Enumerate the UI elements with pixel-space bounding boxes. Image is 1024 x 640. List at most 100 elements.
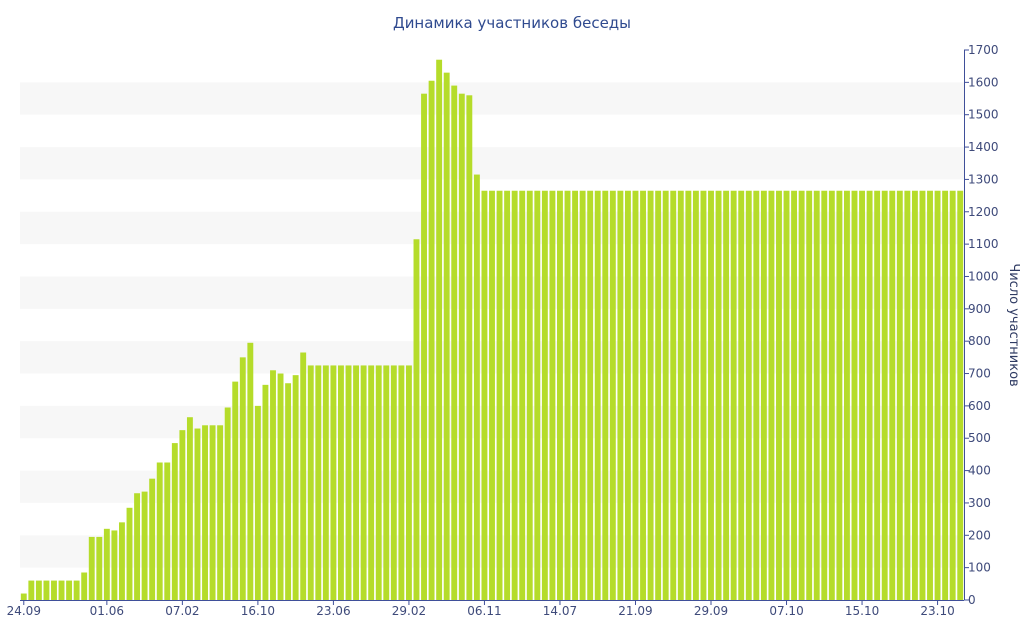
bar [851, 190, 858, 601]
bar [760, 190, 767, 601]
bar [194, 428, 201, 600]
bar [602, 190, 609, 601]
bar [655, 190, 662, 601]
bar [375, 365, 382, 600]
bar [685, 190, 692, 601]
x-tick-label: 15.10 [845, 604, 879, 618]
grid-band [20, 147, 964, 180]
bar [632, 190, 639, 601]
bar [624, 190, 631, 601]
y-tick-label: 800 [968, 334, 991, 348]
bar [66, 580, 73, 600]
x-tick-label: 06.11 [467, 604, 501, 618]
bar [126, 507, 133, 600]
bar [35, 580, 42, 600]
bar [511, 190, 518, 601]
x-tick-label: 07.02 [165, 604, 199, 618]
bar [881, 190, 888, 601]
bar [239, 357, 246, 600]
bar [43, 580, 50, 600]
bar [262, 384, 269, 600]
bar [708, 190, 714, 601]
x-axis-ticks: 24.09 01.06 07.02 16.10 23.06 29.02 06.11 14.07… [7, 600, 955, 618]
bar [715, 190, 722, 601]
bar [776, 190, 782, 601]
x-tick-label: 29.02 [392, 604, 426, 618]
bar [315, 365, 322, 600]
y-tick-label: 1100 [968, 237, 999, 251]
bar [209, 425, 216, 600]
bar [534, 190, 541, 601]
bar [579, 190, 586, 601]
bar [217, 425, 224, 600]
bar [179, 430, 186, 600]
bar [186, 417, 193, 600]
bar [119, 522, 125, 600]
bar [421, 93, 427, 601]
bar [458, 93, 465, 601]
bar [549, 190, 556, 601]
bar [96, 536, 103, 600]
bar [730, 190, 737, 601]
bar [111, 530, 118, 600]
x-tick-label: 01.06 [90, 604, 124, 618]
bar [647, 190, 654, 601]
y-axis-label: Число участников [1006, 263, 1021, 386]
bar [390, 365, 397, 600]
bar [292, 375, 299, 600]
bar [171, 443, 178, 600]
bar [662, 190, 669, 601]
x-tick-label: 29.09 [694, 604, 728, 618]
y-tick-label: 1400 [968, 140, 999, 154]
bar-series [20, 59, 964, 601]
bar [202, 425, 208, 600]
bar [919, 190, 926, 601]
bar [141, 491, 148, 600]
grid-band [20, 82, 964, 115]
bar [889, 190, 896, 601]
y-tick-label: 300 [968, 496, 991, 510]
y-tick-label: 500 [968, 431, 991, 445]
y-tick-label: 0 [968, 593, 976, 607]
bar [836, 190, 843, 601]
bar [934, 190, 941, 601]
bar [640, 190, 646, 601]
x-tick-label: 16.10 [241, 604, 275, 618]
bar [844, 190, 850, 601]
bar [519, 190, 526, 601]
bar [745, 190, 752, 601]
bar [164, 462, 171, 600]
bar [806, 190, 813, 601]
bar [322, 365, 329, 600]
bar [874, 190, 881, 601]
bar [466, 95, 473, 600]
bar [504, 190, 511, 601]
bar [254, 405, 261, 600]
bar [277, 373, 284, 600]
bar [473, 174, 480, 600]
bar [541, 190, 548, 601]
y-tick-label: 600 [968, 399, 991, 413]
y-tick-label: 1600 [968, 75, 999, 89]
bar [949, 190, 956, 601]
bar [270, 370, 276, 600]
bar [723, 190, 730, 601]
bar [957, 190, 964, 601]
y-tick-label: 1000 [968, 269, 999, 283]
bar [73, 580, 80, 600]
bar [443, 72, 450, 600]
bar [345, 365, 352, 600]
y-tick-label: 1700 [968, 43, 999, 57]
chart-title: Динамика участников беседы [393, 14, 631, 32]
x-tick-label: 14.07 [543, 604, 577, 618]
y-axis-ticks: 0 100 200 300 400 500 600 700 800 900 1000 1100 1200… [964, 43, 999, 607]
y-tick-label: 1500 [968, 108, 999, 122]
bar [224, 407, 231, 600]
bar [942, 190, 949, 601]
bar [156, 462, 163, 600]
bar [149, 478, 156, 600]
y-tick-label: 900 [968, 302, 991, 316]
bar [28, 580, 35, 600]
bar [489, 190, 495, 601]
